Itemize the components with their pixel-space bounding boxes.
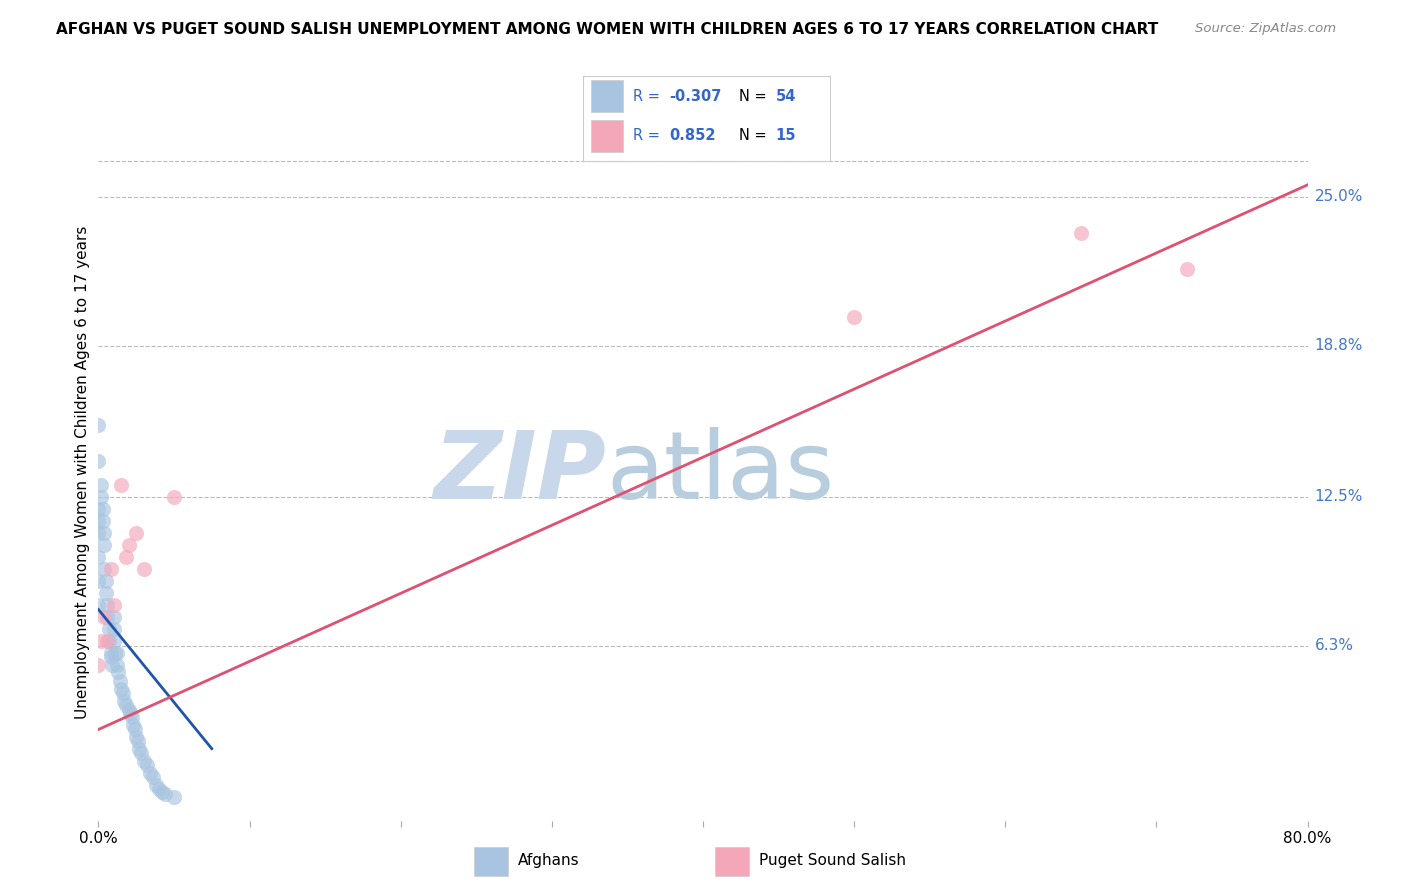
Bar — [716, 847, 749, 876]
Point — [103, 598, 125, 612]
Point — [163, 490, 186, 504]
Point — [105, 657, 128, 672]
Text: N =: N = — [738, 128, 770, 144]
Point — [132, 754, 155, 768]
Point — [124, 723, 146, 737]
Point — [118, 538, 141, 552]
Point — [96, 609, 118, 624]
Point — [104, 646, 127, 660]
Point — [87, 525, 110, 540]
Point — [145, 778, 167, 792]
Point — [91, 514, 114, 528]
Point — [96, 633, 118, 648]
Text: ZIP: ZIP — [433, 426, 606, 519]
Point — [87, 657, 110, 672]
Text: N =: N = — [738, 88, 770, 103]
Point — [108, 674, 131, 689]
Point — [120, 706, 142, 720]
Point — [87, 417, 110, 432]
Point — [103, 609, 125, 624]
Text: 25.0%: 25.0% — [1315, 189, 1362, 204]
Point — [96, 598, 118, 612]
Point — [87, 574, 110, 588]
Text: Source: ZipAtlas.com: Source: ZipAtlas.com — [1195, 22, 1336, 36]
Point — [100, 562, 122, 576]
Text: Puget Sound Salish: Puget Sound Salish — [759, 854, 905, 868]
Point — [114, 698, 136, 713]
Point — [139, 765, 162, 780]
Point — [142, 771, 165, 785]
Point — [118, 703, 141, 717]
Point — [94, 574, 117, 588]
Point — [93, 538, 115, 552]
Text: R =: R = — [633, 88, 664, 103]
Point — [110, 477, 132, 491]
Point — [148, 782, 170, 797]
Point — [98, 633, 121, 648]
Text: Afghans: Afghans — [517, 854, 579, 868]
Point — [93, 609, 115, 624]
Point — [107, 665, 129, 679]
Point — [100, 650, 122, 665]
Point — [110, 681, 132, 696]
Text: 15: 15 — [776, 128, 796, 144]
Text: 0.852: 0.852 — [669, 128, 716, 144]
Point — [87, 598, 110, 612]
Point — [87, 454, 110, 468]
Point — [128, 741, 150, 756]
Bar — [474, 847, 508, 876]
Point — [122, 717, 145, 731]
Point — [93, 525, 115, 540]
Point — [105, 646, 128, 660]
Point — [114, 549, 136, 564]
Point — [112, 694, 135, 708]
Point — [127, 734, 149, 748]
Point — [94, 585, 117, 599]
Text: R =: R = — [633, 128, 664, 144]
Point — [93, 562, 115, 576]
Point — [111, 686, 134, 700]
Point — [90, 490, 112, 504]
Point — [129, 747, 152, 761]
Point — [125, 730, 148, 744]
Text: 54: 54 — [776, 88, 796, 103]
Point — [103, 622, 125, 636]
Point — [101, 657, 124, 672]
Point — [90, 633, 112, 648]
Point — [153, 787, 176, 801]
Point — [98, 622, 121, 636]
Point — [87, 549, 110, 564]
Point — [1070, 226, 1092, 240]
Point — [135, 758, 157, 772]
Text: 18.8%: 18.8% — [1315, 338, 1362, 353]
Point — [132, 562, 155, 576]
Y-axis label: Unemployment Among Women with Children Ages 6 to 17 years: Unemployment Among Women with Children A… — [75, 226, 90, 720]
Point — [150, 785, 173, 799]
Bar — [591, 80, 623, 112]
Point — [90, 477, 112, 491]
Point — [121, 710, 143, 724]
Text: 6.3%: 6.3% — [1315, 638, 1354, 653]
Point — [103, 633, 125, 648]
Point — [87, 501, 110, 516]
Text: 12.5%: 12.5% — [1315, 489, 1362, 504]
Point — [125, 525, 148, 540]
Point — [91, 501, 114, 516]
Point — [1175, 261, 1198, 276]
Point — [87, 514, 110, 528]
Point — [163, 789, 186, 804]
Text: AFGHAN VS PUGET SOUND SALISH UNEMPLOYMENT AMONG WOMEN WITH CHILDREN AGES 6 TO 17: AFGHAN VS PUGET SOUND SALISH UNEMPLOYMEN… — [56, 22, 1159, 37]
Bar — [591, 120, 623, 152]
Text: -0.307: -0.307 — [669, 88, 723, 103]
Point — [100, 646, 122, 660]
Text: atlas: atlas — [606, 426, 835, 519]
Point — [844, 310, 866, 324]
